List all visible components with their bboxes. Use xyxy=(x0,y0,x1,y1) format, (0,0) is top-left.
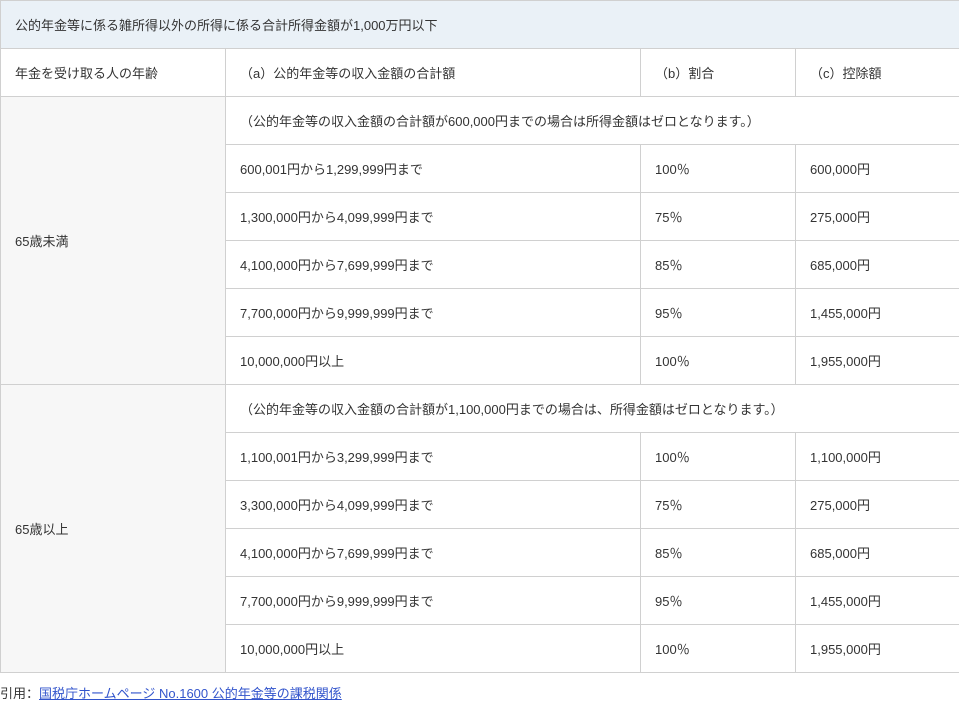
header-col-c: （c）控除額 xyxy=(796,49,959,97)
group-note: （公的年金等の収入金額の合計額が1,100,000円までの場合は、所得金額はゼロ… xyxy=(226,385,959,433)
age-label: 65歳以上 xyxy=(1,385,226,673)
age-label: 65歳未満 xyxy=(1,97,226,385)
header-col-a: （a）公的年金等の収入金額の合計額 xyxy=(226,49,641,97)
cell-a: 4,100,000円から7,699,999円まで xyxy=(226,241,641,289)
cell-b: 85％ xyxy=(641,529,796,577)
cell-b: 95％ xyxy=(641,577,796,625)
citation-prefix: 引用： xyxy=(0,686,39,701)
cell-c: 685,000円 xyxy=(796,241,959,289)
cell-b: 100％ xyxy=(641,337,796,385)
cell-b: 75％ xyxy=(641,193,796,241)
cell-a: 4,100,000円から7,699,999円まで xyxy=(226,529,641,577)
group-note: （公的年金等の収入金額の合計額が600,000円までの場合は所得金額はゼロとなり… xyxy=(226,97,959,145)
header-age: 年金を受け取る人の年齢 xyxy=(1,49,226,97)
citation: 引用：国税庁ホームページ No.1600 公的年金等の課税関係 xyxy=(0,673,959,702)
cell-b: 100％ xyxy=(641,625,796,673)
cell-c: 685,000円 xyxy=(796,529,959,577)
cell-c: 1,955,000円 xyxy=(796,337,959,385)
cell-c: 1,955,000円 xyxy=(796,625,959,673)
table-title: 公的年金等に係る雑所得以外の所得に係る合計所得金額が1,000万円以下 xyxy=(1,1,959,49)
pension-tax-table: 公的年金等に係る雑所得以外の所得に係る合計所得金額が1,000万円以下 年金を受… xyxy=(0,0,959,673)
cell-a: 3,300,000円から4,099,999円まで xyxy=(226,481,641,529)
cell-c: 275,000円 xyxy=(796,193,959,241)
cell-b: 95％ xyxy=(641,289,796,337)
cell-c: 1,455,000円 xyxy=(796,577,959,625)
cell-a: 7,700,000円から9,999,999円まで xyxy=(226,289,641,337)
cell-a: 10,000,000円以上 xyxy=(226,337,641,385)
cell-c: 1,100,000円 xyxy=(796,433,959,481)
cell-a: 7,700,000円から9,999,999円まで xyxy=(226,577,641,625)
cell-b: 100％ xyxy=(641,145,796,193)
cell-c: 1,455,000円 xyxy=(796,289,959,337)
cell-c: 275,000円 xyxy=(796,481,959,529)
cell-b: 100％ xyxy=(641,433,796,481)
cell-a: 600,001円から1,299,999円まで xyxy=(226,145,641,193)
cell-a: 1,300,000円から4,099,999円まで xyxy=(226,193,641,241)
cell-a: 1,100,001円から3,299,999円まで xyxy=(226,433,641,481)
cell-a: 10,000,000円以上 xyxy=(226,625,641,673)
header-col-b: （b）割合 xyxy=(641,49,796,97)
cell-c: 600,000円 xyxy=(796,145,959,193)
cell-b: 85％ xyxy=(641,241,796,289)
citation-link[interactable]: 国税庁ホームページ No.1600 公的年金等の課税関係 xyxy=(39,686,342,701)
cell-b: 75％ xyxy=(641,481,796,529)
